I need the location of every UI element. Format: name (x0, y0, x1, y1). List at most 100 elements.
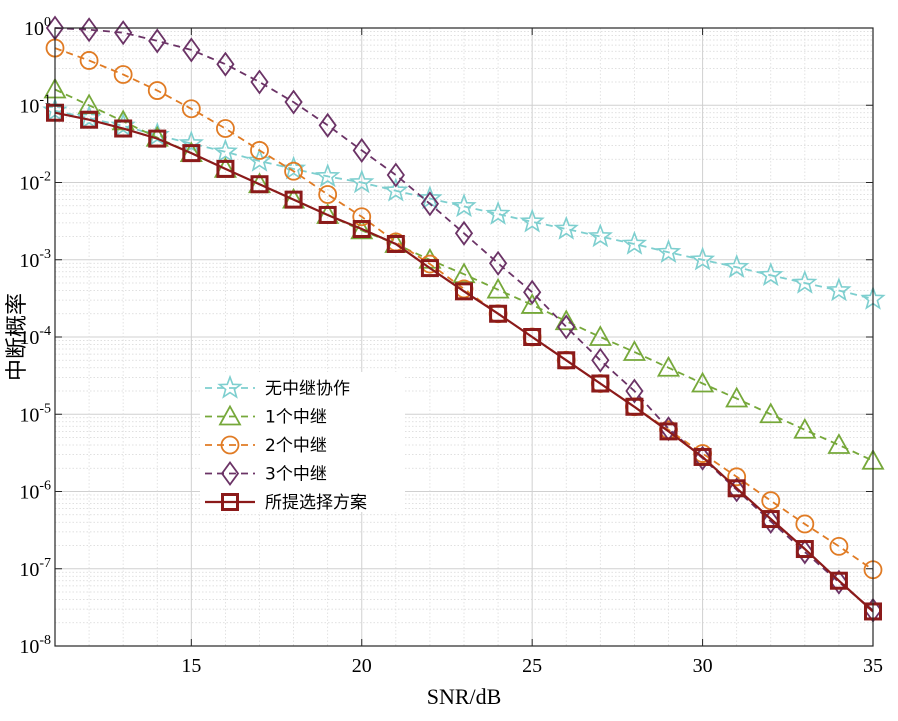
diamond-marker (454, 220, 474, 246)
triangle-marker (691, 371, 715, 393)
series-line (54, 27, 874, 611)
diamond-marker (761, 508, 780, 534)
diamond-marker (625, 378, 644, 404)
star-marker (689, 246, 716, 271)
diamond-marker (523, 279, 542, 305)
star-marker (349, 169, 375, 194)
circle-marker (250, 141, 269, 160)
square-marker (523, 328, 542, 346)
circle-marker (318, 185, 338, 204)
square-marker (829, 571, 848, 590)
square-marker (591, 374, 610, 393)
square-marker (352, 220, 371, 239)
y-tick-label: 10-5 (19, 401, 51, 426)
circle-marker (79, 51, 99, 70)
x-tick-label: 20 (352, 655, 372, 677)
diamond-marker (693, 445, 712, 471)
diamond-marker (148, 28, 167, 54)
square-marker (659, 422, 678, 441)
star-marker (314, 163, 341, 188)
legend-label: 所提选择方案 (265, 493, 367, 513)
triangle-marker (520, 293, 544, 314)
diamond-marker (727, 477, 746, 503)
triangle-marker (554, 309, 578, 331)
star-marker (792, 269, 818, 294)
circle-marker (113, 65, 133, 84)
circle-marker (795, 514, 815, 534)
diamond-marker (250, 69, 269, 95)
y-tick-label: 10-7 (19, 556, 51, 581)
diamond-marker (420, 191, 440, 217)
square-marker (148, 129, 167, 148)
y-tick-label: 10-3 (19, 247, 51, 272)
diamond-marker (79, 17, 99, 43)
triangle-marker (827, 433, 851, 454)
square-marker (489, 304, 508, 323)
y-tick-label: 10-8 (19, 633, 51, 658)
circle-marker (147, 81, 167, 100)
square-marker (250, 175, 269, 194)
star-marker (383, 177, 409, 202)
x-tick-label: 30 (693, 655, 713, 677)
square-marker (455, 282, 473, 301)
triangle-marker (656, 355, 681, 377)
y-axis-label: 中断概率 (4, 293, 29, 381)
square-marker (386, 234, 405, 253)
square-marker (557, 351, 576, 370)
star-marker (724, 253, 750, 278)
star-marker (553, 215, 579, 240)
diamond-marker (557, 314, 576, 340)
diamond-marker (829, 569, 849, 595)
circle-marker (829, 536, 849, 556)
y-tick-label: 10-2 (19, 170, 51, 195)
star-marker (758, 262, 784, 287)
star-marker (621, 230, 648, 255)
series-layer (42, 15, 886, 623)
diamond-marker (182, 37, 201, 63)
y-tick-label: 10-4 (19, 324, 51, 349)
diamond-marker (488, 250, 508, 276)
diamond-marker (284, 89, 303, 115)
circle-marker (181, 99, 201, 119)
triangle-marker (350, 218, 374, 240)
star-marker (655, 239, 682, 264)
series-line (54, 111, 874, 613)
series-line (54, 109, 874, 300)
legend-label: 无中继协作 (265, 379, 350, 399)
square-marker (420, 259, 439, 278)
star-marker (178, 130, 205, 155)
diamond-marker (795, 539, 814, 565)
diamond-marker (220, 460, 240, 487)
star-marker (519, 208, 545, 233)
triangle-marker (588, 325, 612, 346)
star-marker (246, 147, 273, 172)
star-marker (826, 277, 852, 302)
square-marker (318, 205, 337, 224)
x-axis-label: SNR/dB (427, 684, 502, 709)
square-marker (625, 397, 644, 416)
square-marker (795, 540, 814, 559)
series-group (46, 103, 882, 621)
y-tick-label: 100 (24, 15, 51, 40)
diamond-marker (591, 347, 610, 373)
star-marker (451, 193, 477, 218)
triangle-marker (486, 277, 510, 299)
x-tick-label: 25 (522, 655, 542, 677)
square-marker (114, 119, 133, 138)
triangle-marker (218, 404, 242, 426)
square-marker (221, 493, 239, 511)
x-tick-label: 35 (863, 655, 883, 677)
diamond-marker (352, 137, 371, 163)
triangle-marker (452, 262, 476, 284)
axis-ticks: 15 20 25 30 35 100 10-1 10-2 10-3 10-4 10-5 10-6 10-… (19, 15, 883, 677)
diamond-marker (114, 20, 133, 46)
triangle-marker (725, 386, 749, 408)
square-marker (693, 447, 712, 466)
diamond-marker (318, 112, 337, 138)
triangle-marker (793, 417, 817, 439)
x-tick-label: 15 (181, 655, 201, 677)
star-marker (485, 200, 511, 225)
diamond-marker (216, 51, 235, 77)
series-line (54, 47, 874, 571)
